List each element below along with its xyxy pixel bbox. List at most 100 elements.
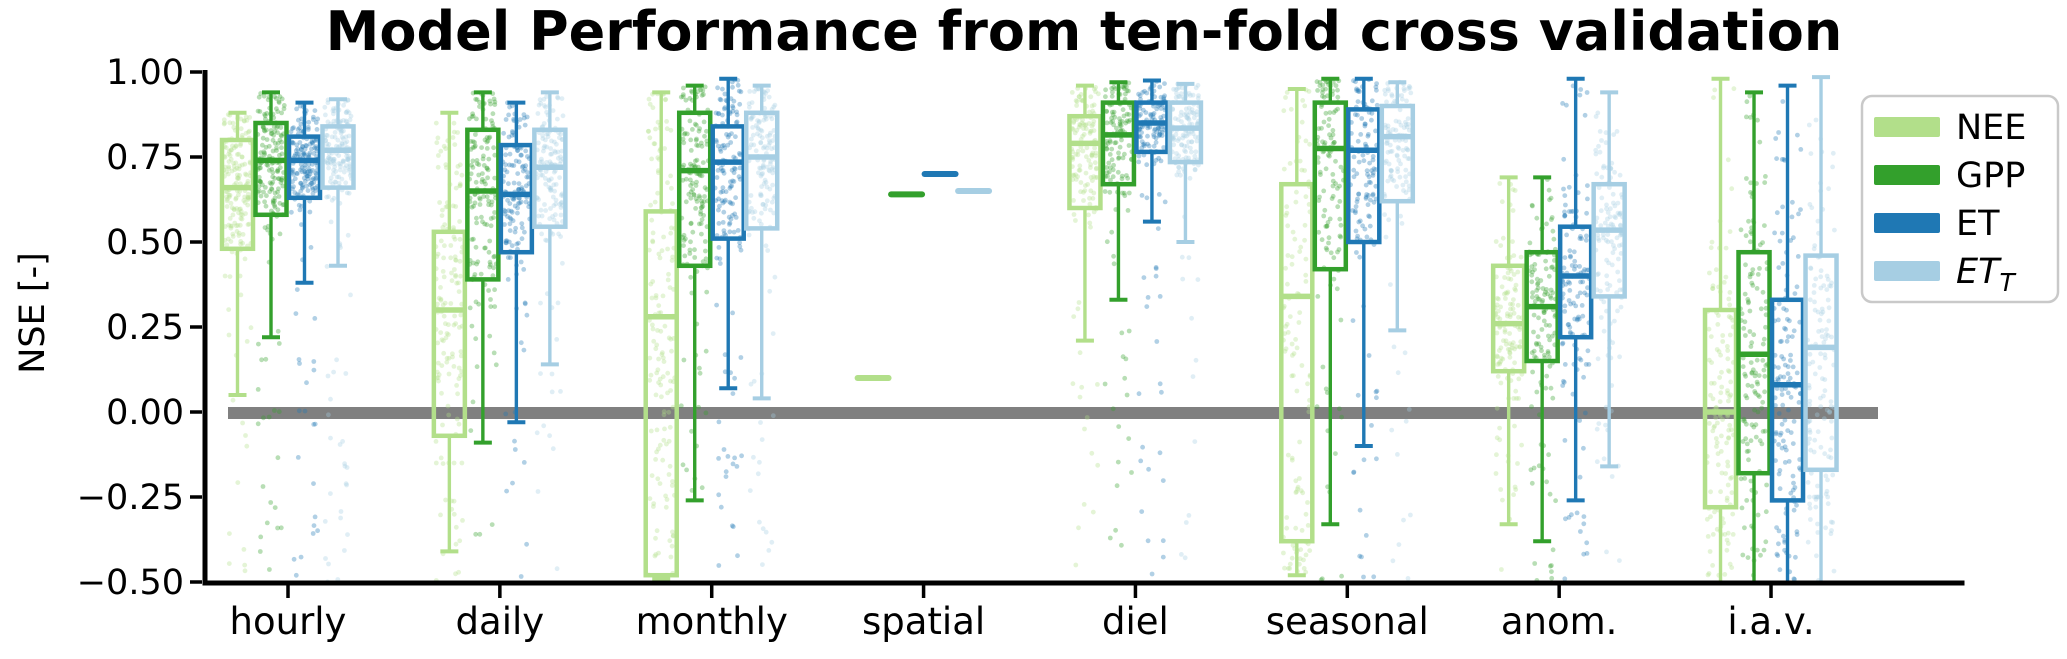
scatter-dot xyxy=(1725,344,1730,349)
scatter-dot xyxy=(279,110,284,116)
scatter-dot xyxy=(1162,81,1167,86)
scatter-dot xyxy=(688,137,694,143)
scatter-dot xyxy=(1782,547,1787,553)
scatter-dot xyxy=(701,92,706,97)
scatter-dot xyxy=(1126,190,1132,196)
scatter-dot xyxy=(1546,452,1551,458)
scatter-dot xyxy=(697,221,702,227)
scatter-dot xyxy=(1383,125,1388,131)
scatter-dot xyxy=(699,201,705,207)
scatter-dot xyxy=(275,130,280,136)
scatter-dot xyxy=(765,88,771,93)
scatter-dot xyxy=(1595,356,1601,362)
scatter-dot xyxy=(1503,290,1509,296)
scatter-dot xyxy=(1719,433,1724,439)
scatter-dot xyxy=(1073,98,1079,104)
scatter-dot xyxy=(1395,166,1400,172)
scatter-dot xyxy=(1493,471,1499,476)
scatter-dot xyxy=(1105,140,1111,146)
scatter-dot xyxy=(507,162,512,168)
scatter-dot xyxy=(1142,143,1147,149)
scatter-dot xyxy=(1530,290,1535,296)
scatter-dot xyxy=(1755,272,1761,277)
scatter-dot xyxy=(1174,172,1180,178)
scatter-dot xyxy=(1788,238,1794,243)
scatter-dot xyxy=(1327,132,1332,138)
scatter-dot xyxy=(261,415,266,421)
scatter-dot xyxy=(1761,367,1767,373)
scatter-dot xyxy=(1104,108,1109,114)
scatter-dot xyxy=(1731,86,1737,92)
scatter-dot xyxy=(291,172,296,177)
scatter-dot xyxy=(479,179,485,185)
scatter-dot xyxy=(1303,552,1309,558)
scatter-dot xyxy=(1747,308,1753,314)
scatter-dot xyxy=(1789,334,1795,339)
scatter-dot xyxy=(1323,245,1329,251)
scatter-dot xyxy=(227,120,233,126)
scatter-dot xyxy=(761,165,766,171)
scatter-dot xyxy=(670,529,675,535)
scatter-dot xyxy=(1335,249,1340,255)
scatter-dot xyxy=(716,207,721,213)
scatter-dot xyxy=(1085,182,1090,187)
scatter-dot xyxy=(1776,130,1781,135)
scatter-dot xyxy=(1363,141,1368,147)
scatter-dot xyxy=(255,421,261,427)
scatter-dot xyxy=(770,165,776,171)
scatter-dot xyxy=(1088,165,1093,170)
scatter-dot xyxy=(1081,198,1086,203)
scatter-dot xyxy=(681,357,687,363)
scatter-dot xyxy=(1507,350,1513,356)
scatter-dot xyxy=(1714,526,1720,532)
scatter-dot xyxy=(1606,260,1611,266)
scatter-dot xyxy=(554,566,560,572)
scatter-dot xyxy=(453,321,458,326)
scatter-dot xyxy=(231,145,237,151)
scatter-dot xyxy=(1512,423,1517,429)
scatter-dot xyxy=(1809,205,1815,211)
scatter-dot xyxy=(269,208,274,214)
scatter-dot xyxy=(1745,297,1751,302)
scatter-dot xyxy=(719,143,725,149)
scatter-dot xyxy=(326,155,331,161)
scatter-dot xyxy=(1572,266,1577,272)
scatter-dot xyxy=(650,239,656,245)
scatter-dot xyxy=(1331,140,1337,145)
scatter-dot xyxy=(1373,183,1379,189)
scatter-dot xyxy=(1175,86,1180,92)
scatter-dot xyxy=(441,313,447,319)
scatter-dot xyxy=(1612,214,1617,220)
scatter-dot xyxy=(1811,283,1817,288)
scatter-dot xyxy=(723,469,729,475)
scatter-dot xyxy=(1126,88,1131,94)
scatter-dot xyxy=(258,179,263,185)
scatter-dot xyxy=(260,124,266,130)
scatter-dot xyxy=(555,94,560,100)
scatter-dot xyxy=(1118,128,1124,134)
scatter-dot xyxy=(310,191,316,197)
scatter-dot xyxy=(1548,294,1553,299)
scatter-dot xyxy=(491,265,496,271)
scatter-dot xyxy=(696,128,702,134)
scatter-dot xyxy=(768,159,773,164)
scatter-dot xyxy=(484,139,490,145)
scatter-dot xyxy=(1323,224,1329,229)
scatter-dot xyxy=(1126,436,1132,441)
scatter-dot xyxy=(307,182,313,188)
scatter-dot xyxy=(453,257,458,263)
scatter-dot xyxy=(1320,93,1325,99)
scatter-dot xyxy=(238,141,244,147)
scatter-dot xyxy=(1573,303,1579,309)
box-ET-seasonal xyxy=(1346,107,1382,245)
scatter-dot xyxy=(1578,529,1583,534)
scatter-dot xyxy=(1354,86,1359,92)
scatter-dot xyxy=(1324,247,1330,253)
scatter-dot xyxy=(1822,585,1827,590)
scatter-dot xyxy=(756,120,762,125)
scatter-dot xyxy=(1363,533,1369,538)
scatter-dot xyxy=(750,210,755,215)
scatter-dot xyxy=(1611,200,1616,206)
scatter-dot xyxy=(1284,321,1290,327)
scatter-dot xyxy=(1774,210,1780,216)
